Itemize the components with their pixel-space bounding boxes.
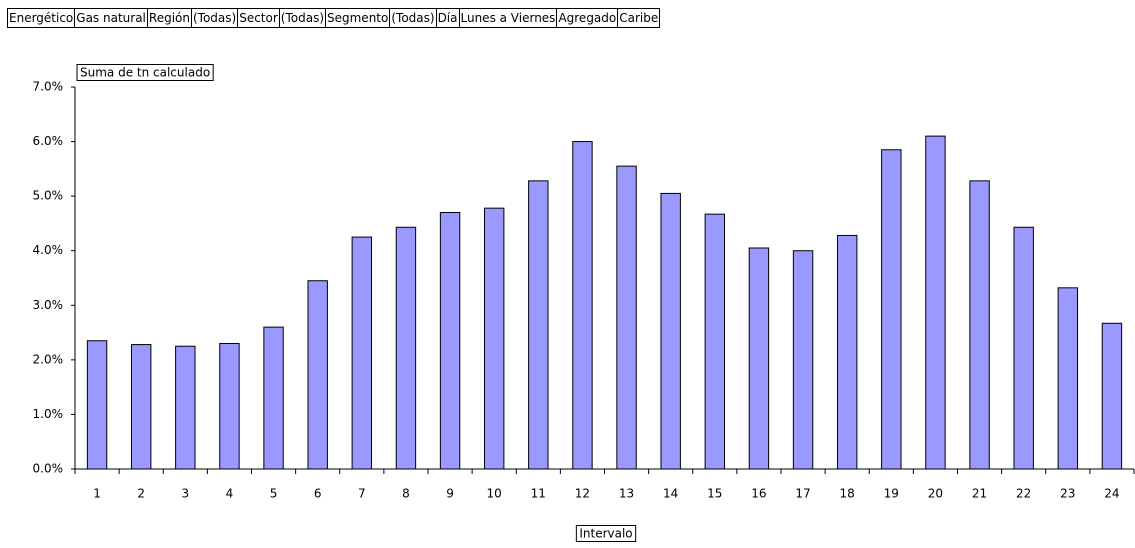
- y-tick-label: 2.0%: [33, 352, 64, 366]
- bar: [925, 135, 946, 470]
- bar: [439, 212, 461, 470]
- bar: [351, 236, 373, 470]
- filter-bar: Energético Gas natural Región (Todas) Sector…: [7, 8, 661, 28]
- bar: [969, 180, 990, 470]
- legend-label: Suma de tn calculado: [80, 66, 210, 80]
- bar: [748, 247, 770, 470]
- x-tick-label: 16: [751, 487, 766, 501]
- legend-label-box: [76, 64, 214, 81]
- x-axis-label-box: [575, 525, 637, 542]
- bar: [483, 207, 505, 470]
- x-tick-label: 20: [928, 487, 943, 501]
- x-tick-label: 22: [1016, 487, 1031, 501]
- bar: [1013, 226, 1034, 470]
- bar: [263, 326, 284, 470]
- x-tick-label: 2: [137, 487, 145, 501]
- bar: [1057, 287, 1079, 470]
- x-tick-label: 13: [619, 487, 634, 501]
- x-tick-label: 23: [1060, 487, 1075, 501]
- bar: [395, 226, 417, 470]
- x-tick-label: 12: [575, 487, 590, 501]
- bar: [86, 340, 108, 470]
- bar: [572, 141, 593, 470]
- x-tick-label: 8: [402, 487, 410, 501]
- bar: [836, 234, 858, 470]
- bar: [175, 345, 196, 470]
- x-tick-label: 15: [707, 487, 722, 501]
- bar: [616, 165, 637, 470]
- y-tick-label: 4.0%: [33, 243, 64, 257]
- bar: [307, 280, 328, 470]
- bar: [881, 149, 902, 470]
- filter-value[interactable]: Caribe: [617, 8, 661, 28]
- y-tick-label: 5.0%: [33, 189, 64, 203]
- x-tick-label: 7: [358, 487, 366, 501]
- bar: [219, 342, 240, 470]
- x-tick-label: 18: [840, 487, 855, 501]
- y-tick-label: 3.0%: [33, 298, 64, 312]
- bar: [528, 180, 549, 470]
- x-tick-label: 4: [226, 487, 234, 501]
- bar: [660, 192, 681, 470]
- x-tick-label: 10: [487, 487, 502, 501]
- y-tick-label: 7.0%: [33, 80, 64, 94]
- x-axis-label: Intervalo: [579, 527, 632, 541]
- bar: [792, 250, 814, 470]
- bar: [1101, 322, 1123, 470]
- x-tick-label: 19: [884, 487, 899, 501]
- y-tick-label: 6.0%: [33, 134, 64, 148]
- y-tick-label: 0.0%: [33, 462, 64, 476]
- x-tick-label: 6: [314, 487, 322, 501]
- y-tick-label: 1.0%: [33, 407, 64, 421]
- x-tick-label: 3: [181, 487, 189, 501]
- x-tick-label: 17: [795, 487, 810, 501]
- x-tick-label: 1: [93, 487, 101, 501]
- x-tick-label: 9: [446, 487, 454, 501]
- x-tick-label: 5: [270, 487, 278, 501]
- x-tick-label: 11: [531, 487, 546, 501]
- x-tick-label: 24: [1104, 487, 1119, 501]
- x-tick-label: 21: [972, 487, 987, 501]
- bar: [130, 344, 152, 470]
- x-tick-label: 14: [663, 487, 678, 501]
- bar: [704, 213, 726, 470]
